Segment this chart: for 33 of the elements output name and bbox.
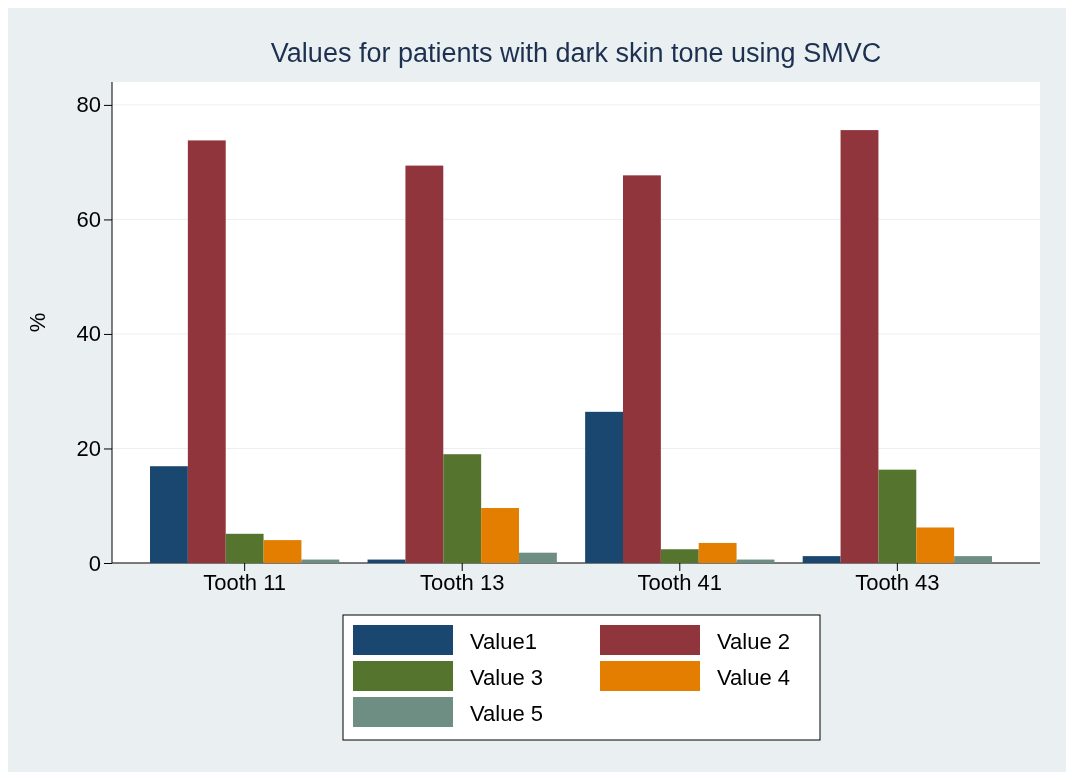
bar	[585, 411, 623, 563]
x-tick-label: Tooth 41	[637, 569, 722, 595]
bar	[878, 469, 917, 563]
y-tick-label: 40	[76, 321, 101, 347]
bar	[916, 527, 955, 563]
bar	[698, 542, 737, 563]
chart-title: Values for patients with dark skin tone using SMVC	[270, 38, 882, 68]
bar	[660, 549, 699, 563]
bar	[954, 556, 992, 563]
bar	[519, 552, 557, 563]
legend-label: Value 3	[470, 665, 543, 690]
legend-label: Value1	[470, 629, 537, 654]
bar	[150, 466, 188, 563]
y-tick-label: 60	[76, 206, 101, 232]
bar	[802, 556, 841, 563]
bar	[263, 540, 302, 563]
bar	[623, 175, 661, 563]
bar	[405, 165, 444, 563]
bar	[481, 508, 519, 563]
x-tick-label: Tooth 13	[420, 569, 505, 595]
y-tick-label: 20	[76, 436, 101, 462]
bar	[187, 140, 226, 563]
bar	[225, 533, 264, 563]
x-tick-label: Tooth 43	[855, 569, 940, 595]
x-tick-label: Tooth 11	[203, 569, 287, 595]
legend-label: Value 2	[717, 629, 790, 654]
legend-label: Value 4	[717, 665, 790, 690]
bar	[840, 130, 879, 563]
y-tick-label: 80	[76, 92, 101, 118]
bar	[443, 454, 482, 563]
legend-label: Value 5	[470, 701, 543, 726]
y-axis-title: %	[25, 312, 50, 333]
y-tick-label: 0	[88, 550, 101, 576]
